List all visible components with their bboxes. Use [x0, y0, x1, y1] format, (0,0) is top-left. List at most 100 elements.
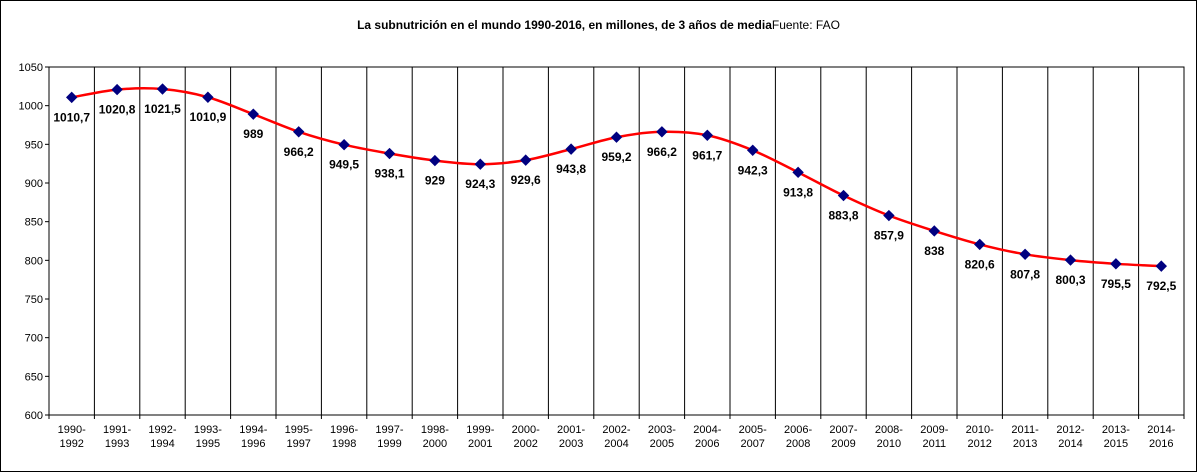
x-tick-label: 1996-	[330, 424, 358, 436]
x-tick-label: 2001-	[557, 424, 585, 436]
x-tick-label: 1994	[150, 438, 174, 450]
x-tick-label: 1998-	[421, 424, 449, 436]
chart-title-main: La subnutrición en el mundo 1990-2016, e…	[357, 18, 772, 32]
x-tick-label: 1995-	[285, 424, 313, 436]
x-tick-label: 2010	[877, 438, 901, 450]
x-tick-label: 2002-	[602, 424, 630, 436]
data-label: 857,9	[874, 229, 904, 243]
data-point	[429, 154, 441, 167]
data-label: 883,8	[828, 209, 858, 223]
data-label: 938,1	[374, 167, 404, 181]
x-tick-label: 1999-	[466, 424, 494, 436]
x-tick-label: 1991-	[103, 424, 131, 436]
data-point	[474, 158, 487, 170]
data-point	[1110, 258, 1122, 270]
data-point	[883, 209, 895, 222]
x-tick-label: 1995	[196, 438, 220, 450]
data-point	[656, 126, 668, 138]
data-label: 966,2	[284, 145, 314, 159]
x-tick-label: 1997	[286, 438, 310, 450]
data-label: 929,6	[511, 173, 541, 187]
data-label: 929	[425, 174, 445, 188]
x-tick-label: 2012-	[1056, 424, 1084, 436]
y-tick-label: 900	[25, 178, 43, 190]
y-tick-label: 800	[25, 255, 43, 267]
x-tick-label: 2009	[831, 438, 855, 450]
data-label: 792,5	[1146, 279, 1176, 293]
data-point	[383, 147, 396, 160]
x-tick-label: 2008-	[875, 424, 903, 436]
x-tick-label: 1999	[377, 438, 401, 450]
x-tick-label: 2014	[1058, 438, 1082, 450]
x-tick-label: 1992-	[148, 424, 176, 436]
x-tick-label: 1993	[105, 438, 129, 450]
data-label: 949,5	[329, 158, 359, 172]
y-tick-label: 1050	[19, 62, 43, 74]
data-label: 989	[243, 127, 263, 141]
data-label: 795,5	[1101, 277, 1131, 291]
x-tick-label: 1993-	[194, 424, 222, 436]
x-tick-label: 2006-	[784, 424, 812, 436]
data-point	[519, 154, 532, 166]
y-tick-label: 750	[25, 294, 43, 306]
x-tick-label: 2010-	[966, 424, 994, 436]
x-tick-label: 2012	[967, 438, 991, 450]
x-tick-label: 2007-	[829, 424, 857, 436]
data-label: 961,7	[692, 148, 722, 162]
x-tick-label: 2015	[1104, 438, 1128, 450]
y-tick-label: 700	[25, 333, 43, 345]
data-point	[837, 189, 850, 202]
plot-area	[48, 66, 1185, 416]
data-point	[1064, 254, 1077, 266]
x-tick-label: 1998	[332, 438, 356, 450]
y-tick-label: 950	[25, 139, 43, 151]
x-tick-label: 2008	[786, 438, 810, 450]
data-label: 942,3	[738, 163, 768, 177]
x-tick-label: 2000	[423, 438, 447, 450]
y-tick-label: 650	[25, 371, 43, 383]
data-label: 800,3	[1055, 273, 1085, 287]
x-tick-label: 2003	[559, 438, 583, 450]
x-tick-label: 1990-	[58, 424, 86, 436]
data-point	[156, 83, 169, 95]
data-label: 913,8	[783, 185, 813, 199]
chart-title-source: Fuente: FAO	[771, 18, 840, 32]
data-label: 1020,8	[99, 103, 136, 117]
x-tick-label: 2009-	[920, 424, 948, 436]
x-tick-label: 2004	[604, 438, 628, 450]
chart-title: La subnutrición en el mundo 1990-2016, e…	[1, 18, 1196, 32]
x-tick-label: 1994-	[239, 424, 267, 436]
data-point	[928, 225, 941, 237]
data-point	[565, 143, 577, 155]
x-tick-label: 2005-	[739, 424, 767, 436]
data-label: 1010,9	[190, 110, 227, 124]
x-tick-label: 2013-	[1102, 424, 1130, 436]
data-point	[247, 108, 260, 120]
data-point	[338, 139, 350, 151]
data-label: 924,3	[465, 177, 495, 191]
data-label: 966,2	[647, 145, 677, 159]
data-label: 943,8	[556, 162, 586, 176]
x-tick-label: 2003-	[648, 424, 676, 436]
data-point	[792, 166, 804, 179]
x-tick-label: 2000-	[512, 424, 540, 436]
x-tick-label: 2006	[695, 438, 719, 450]
data-point	[746, 144, 759, 156]
x-tick-label: 1997-	[375, 424, 403, 436]
data-point	[202, 91, 214, 103]
x-tick-label: 2011-	[1011, 424, 1039, 436]
data-point	[1155, 260, 1168, 272]
data-label: 1021,5	[144, 102, 181, 116]
x-tick-label: 2005	[650, 438, 674, 450]
y-tick-label: 850	[25, 217, 43, 229]
data-point	[973, 238, 986, 251]
x-tick-label: 2013	[1013, 438, 1037, 450]
x-tick-label: 2014-	[1147, 424, 1175, 436]
x-tick-label: 2002	[513, 438, 537, 450]
y-tick-label: 600	[25, 410, 43, 422]
x-tick-label: 2011	[922, 438, 946, 450]
data-point	[65, 91, 78, 104]
data-point	[292, 126, 305, 138]
